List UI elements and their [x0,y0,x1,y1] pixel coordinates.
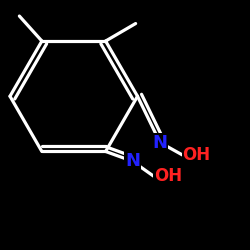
Text: OH: OH [182,146,210,164]
Text: N: N [125,152,140,170]
Text: OH: OH [154,167,182,185]
Text: N: N [152,134,168,152]
